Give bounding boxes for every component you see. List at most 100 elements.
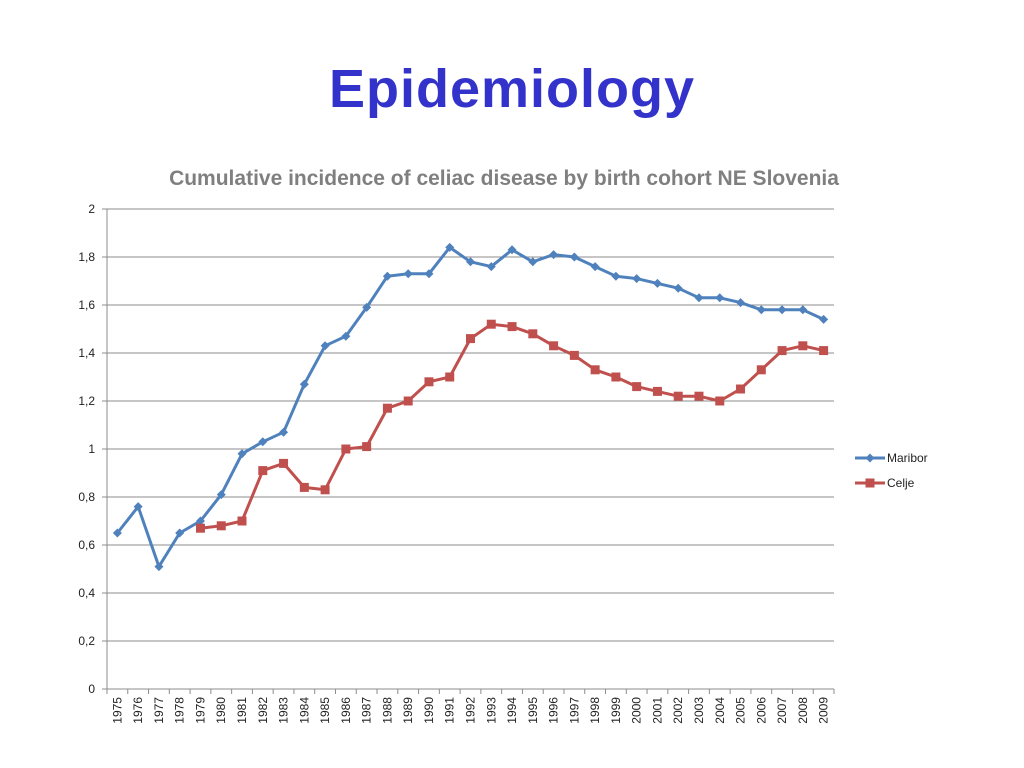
data-point-marker <box>424 377 434 387</box>
data-point-marker <box>320 485 330 495</box>
x-tick-label: 1983 <box>277 697 291 724</box>
x-tick-label: 1994 <box>505 697 519 724</box>
x-tick-label: 2006 <box>754 697 768 724</box>
data-point-marker <box>154 562 164 572</box>
data-point-maribor <box>528 257 538 267</box>
x-tick-label: 1990 <box>422 697 436 724</box>
y-tick-label: 0,8 <box>78 490 95 504</box>
y-tick-label: 1,4 <box>78 346 95 360</box>
data-point-maribor <box>819 314 829 324</box>
x-tick-label: 1999 <box>609 697 623 724</box>
data-point-marker <box>195 523 205 533</box>
data-point-celje <box>403 396 413 406</box>
data-point-maribor <box>715 293 725 303</box>
y-tick-label: 1,2 <box>78 394 95 408</box>
data-point-maribor <box>632 274 642 284</box>
data-point-marker <box>362 302 372 312</box>
data-point-celje <box>736 384 746 394</box>
x-tick-label: 1996 <box>547 697 561 724</box>
data-point-celje <box>632 382 642 392</box>
data-point-marker <box>736 384 746 394</box>
data-point-maribor <box>798 305 808 315</box>
data-point-marker <box>756 305 766 315</box>
data-point-celje <box>694 391 704 401</box>
legend: Maribor Celje <box>855 451 928 490</box>
data-point-marker <box>403 396 413 406</box>
data-point-maribor <box>237 449 247 459</box>
x-tick-label: 1984 <box>297 697 311 724</box>
data-point-maribor <box>341 331 351 341</box>
data-point-marker <box>237 449 247 459</box>
series-group <box>112 242 829 572</box>
y-tick-label: 2 <box>88 202 95 216</box>
x-tick-label: 1982 <box>256 697 270 724</box>
x-tick-label: 2002 <box>671 697 685 724</box>
x-tick-label: 1976 <box>131 697 145 724</box>
data-point-celje <box>466 334 475 344</box>
data-point-marker <box>549 250 559 260</box>
data-point-maribor <box>258 437 268 447</box>
series-line-celje <box>200 322 824 530</box>
data-point-celje <box>819 346 829 356</box>
data-point-maribor <box>777 305 787 315</box>
data-point-celje <box>216 521 226 531</box>
data-point-maribor <box>652 278 662 288</box>
data-point-marker <box>756 365 766 375</box>
data-point-marker <box>424 269 434 279</box>
data-point-marker <box>486 319 496 329</box>
data-point-maribor <box>279 427 289 437</box>
series-line-maribor <box>116 245 825 569</box>
data-point-maribor <box>569 252 579 262</box>
data-point-marker <box>632 382 642 392</box>
x-tick-label: 1979 <box>193 697 207 724</box>
data-point-marker <box>299 379 309 389</box>
y-tick-label: 0,2 <box>78 634 95 648</box>
data-point-celje <box>715 396 725 406</box>
x-tick-label: 1993 <box>484 697 498 724</box>
data-point-marker <box>279 458 289 468</box>
data-point-celje <box>299 482 309 492</box>
data-point-maribor <box>507 245 517 255</box>
axes: 0 0,2 0,4 0,6 0,8 1 1,2 1,4 1,6 1,8 2 1975 1976 1977 1… <box>78 202 835 724</box>
data-point-marker <box>466 257 475 267</box>
data-point-celje <box>362 442 372 452</box>
x-tick-label: 1995 <box>526 697 540 724</box>
data-point-maribor <box>112 528 122 538</box>
x-tick-label: 2000 <box>630 697 644 724</box>
x-tick-label: 1980 <box>214 697 228 724</box>
data-point-celje <box>673 391 683 401</box>
data-point-marker <box>590 262 600 272</box>
data-point-celje <box>237 516 247 526</box>
data-point-maribor <box>133 502 143 512</box>
data-point-marker <box>445 372 455 382</box>
data-point-marker <box>632 274 642 284</box>
data-point-marker <box>673 391 683 401</box>
data-point-maribor <box>590 262 600 272</box>
data-point-marker <box>507 322 517 332</box>
data-point-marker <box>694 391 704 401</box>
data-point-maribor <box>362 302 372 312</box>
data-point-maribor <box>445 242 455 252</box>
data-point-marker <box>237 516 247 526</box>
data-point-marker <box>819 314 829 324</box>
data-point-marker <box>865 478 875 488</box>
y-tick-label: 0,4 <box>78 586 95 600</box>
x-tick-label: 1989 <box>401 697 415 724</box>
data-point-marker <box>133 502 143 512</box>
data-point-marker <box>507 245 517 255</box>
data-point-marker <box>466 334 475 344</box>
chart-title: Cumulative incidence of celiac disease b… <box>169 167 839 190</box>
legend-item-celje: Celje <box>855 476 915 490</box>
data-point-celje <box>528 329 538 339</box>
gridlines <box>107 208 834 642</box>
data-point-celje <box>486 319 496 329</box>
data-point-marker <box>715 396 725 406</box>
data-point-marker <box>258 466 268 476</box>
x-tick-label: 1977 <box>152 697 166 724</box>
data-point-marker <box>216 521 226 531</box>
data-point-maribor <box>736 298 746 308</box>
data-point-marker <box>652 386 662 396</box>
data-point-celje <box>382 403 392 413</box>
data-point-marker <box>569 252 579 262</box>
data-point-marker <box>341 444 351 454</box>
